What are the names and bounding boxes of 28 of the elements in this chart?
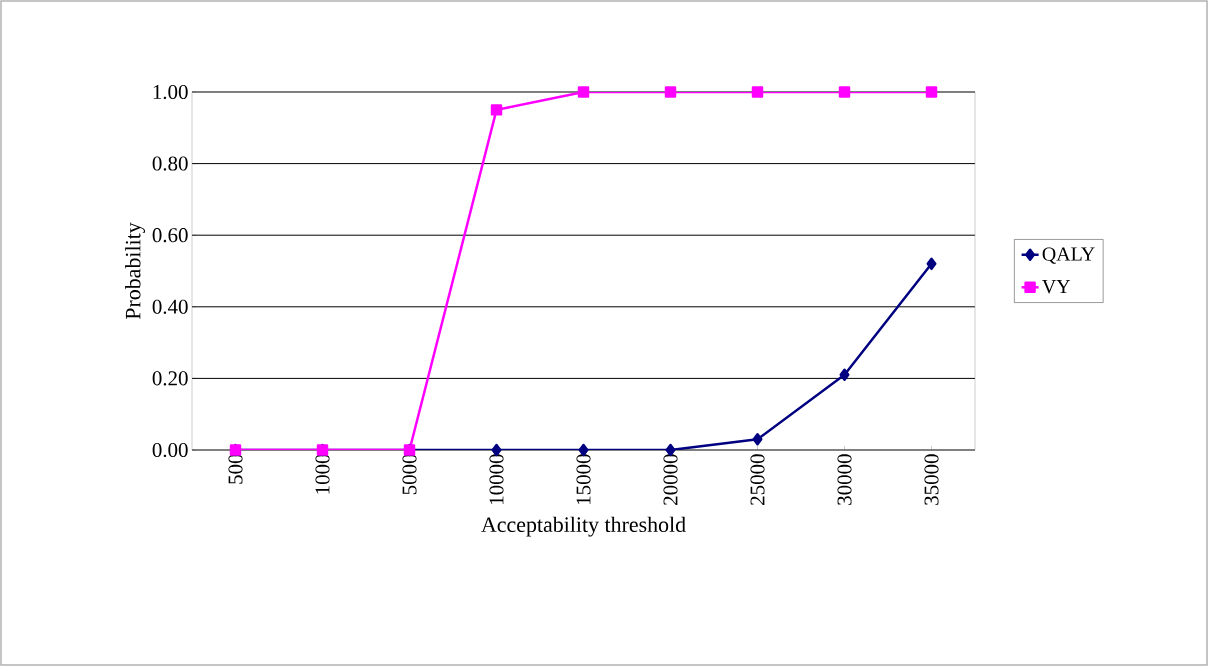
x-tick-label: 5000: [402, 454, 417, 495]
point: [664, 86, 677, 98]
y-tick-label: 0.40: [152, 299, 188, 314]
x-tick-label: 30000: [837, 454, 852, 505]
y-tick-label: 0.60: [152, 228, 188, 243]
x-axis-title: Acceptability threshold: [481, 516, 686, 537]
y-axis-title: Probability: [125, 222, 146, 320]
x-tick-label: 500: [228, 454, 243, 484]
point: [752, 433, 763, 446]
x-tick-label: 35000: [924, 454, 939, 505]
point: [751, 86, 764, 98]
x-tick-label: 25000: [750, 454, 765, 505]
point: [838, 86, 851, 98]
legend-label: QALY: [1042, 247, 1095, 264]
point: [577, 86, 590, 98]
x-tick-label: 1000: [315, 454, 330, 494]
legend-label: VY: [1042, 280, 1071, 294]
point: [839, 368, 850, 382]
x-tick-label: 15000: [576, 454, 591, 504]
point: [926, 257, 937, 271]
x-tick-label: 10000: [489, 454, 504, 504]
point: [925, 86, 938, 98]
x-tick-label: 20000: [663, 454, 678, 505]
y-tick-label: 0.80: [152, 156, 188, 171]
y-tick-label: 1.00: [153, 84, 188, 100]
point: [490, 104, 503, 116]
y-tick-label: 0.00: [152, 442, 188, 458]
y-tick-label: 0.20: [152, 371, 188, 386]
